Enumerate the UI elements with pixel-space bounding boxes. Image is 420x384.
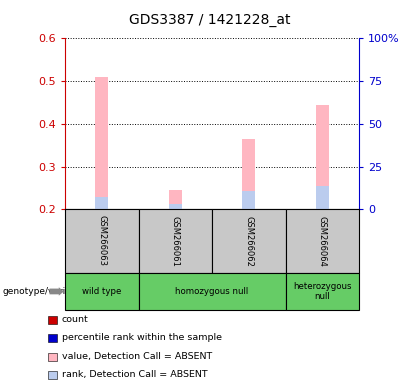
Text: homozygous null: homozygous null <box>176 287 249 296</box>
Text: percentile rank within the sample: percentile rank within the sample <box>62 333 222 343</box>
Bar <box>95 77 108 209</box>
Bar <box>169 204 182 209</box>
Text: GSM266062: GSM266062 <box>244 215 253 266</box>
Bar <box>242 191 255 209</box>
Text: count: count <box>62 315 89 324</box>
Text: rank, Detection Call = ABSENT: rank, Detection Call = ABSENT <box>62 370 207 379</box>
Text: heterozygous
null: heterozygous null <box>293 282 352 301</box>
Text: wild type: wild type <box>82 287 121 296</box>
Text: GSM266064: GSM266064 <box>318 215 327 266</box>
Bar <box>242 139 255 209</box>
Text: GSM266061: GSM266061 <box>171 215 180 266</box>
Bar <box>316 106 329 209</box>
Bar <box>95 197 108 209</box>
Bar <box>169 190 182 209</box>
Text: GSM266063: GSM266063 <box>97 215 106 266</box>
Bar <box>316 186 329 209</box>
Text: genotype/variation: genotype/variation <box>2 287 88 296</box>
Text: GDS3387 / 1421228_at: GDS3387 / 1421228_at <box>129 13 291 27</box>
Text: value, Detection Call = ABSENT: value, Detection Call = ABSENT <box>62 352 212 361</box>
